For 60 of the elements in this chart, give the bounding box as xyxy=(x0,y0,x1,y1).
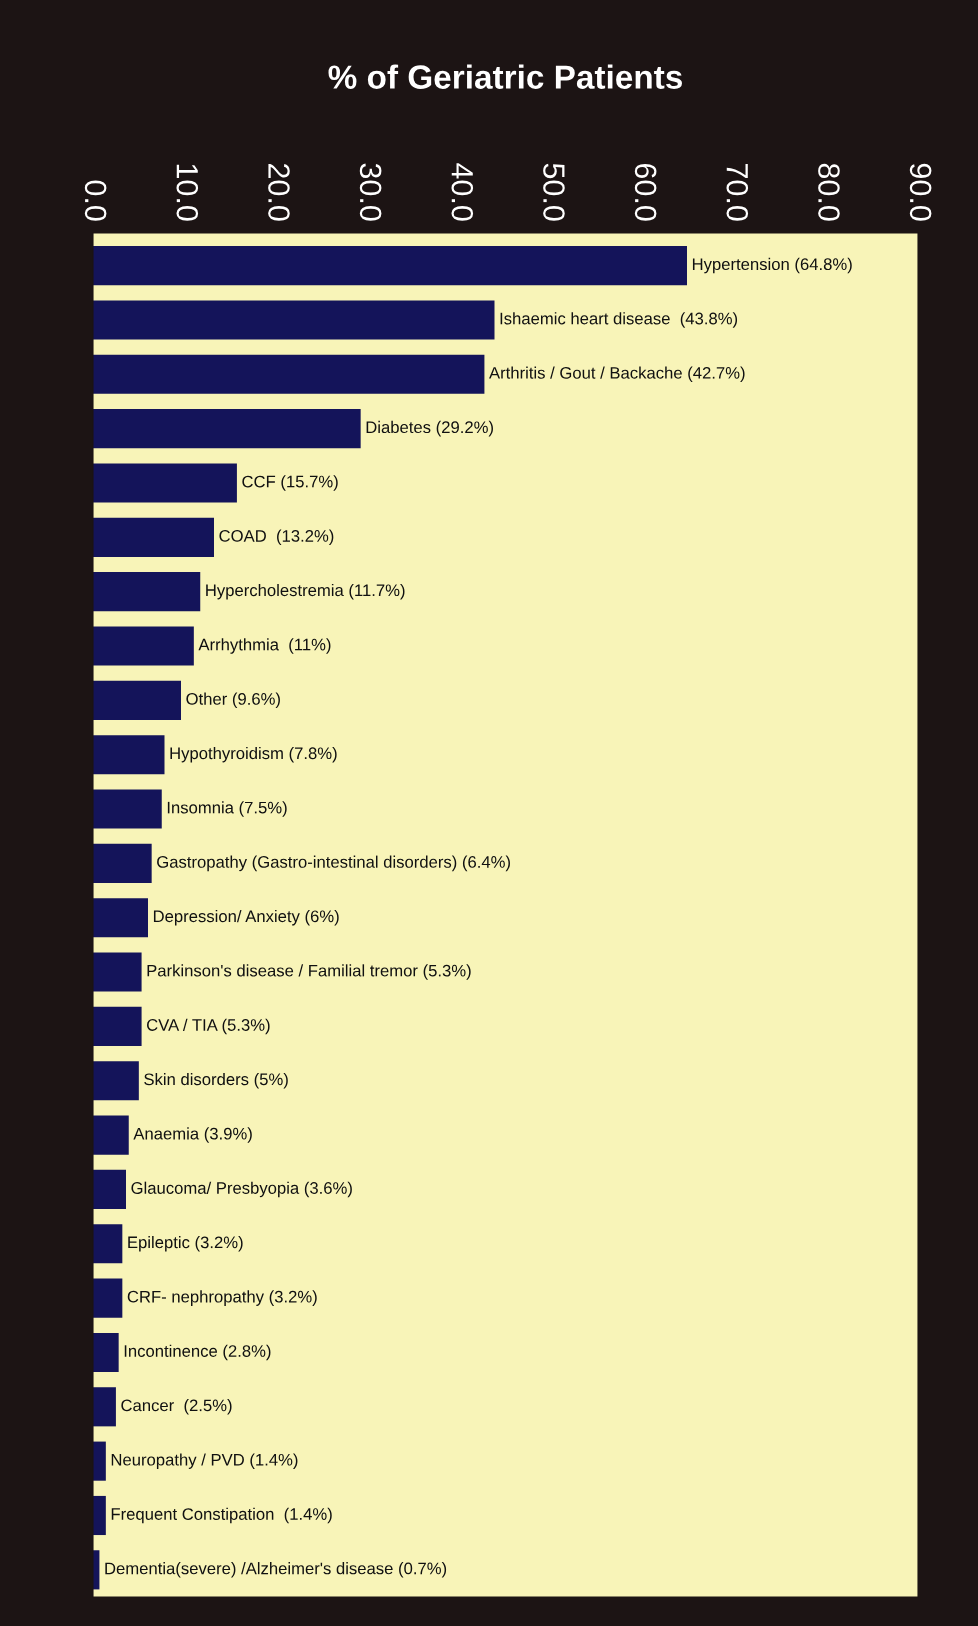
bar xyxy=(93,1224,123,1264)
bar xyxy=(93,789,162,829)
y-tick-label: Cancer (2.5%) xyxy=(121,1399,232,1415)
bar xyxy=(93,952,142,992)
x-tick-label: 20.0 xyxy=(268,163,290,221)
bar xyxy=(93,463,237,503)
y-tick-label: COAD (13.2%) xyxy=(219,529,334,546)
y-tick-label: Hypercholestremia (11.7%) xyxy=(206,583,405,600)
bar xyxy=(93,300,495,340)
bar xyxy=(93,1169,126,1209)
y-tick-label: Incontinence (2.8%) xyxy=(124,1344,271,1361)
y-tick-label: Parkinson's disease / Familial tremor (5.3%) xyxy=(147,964,471,980)
x-tick-label: 10.0 xyxy=(176,164,199,221)
x-tick-label: 40.0 xyxy=(451,163,474,221)
y-tick-label: Hypothyroidism (7.8%) xyxy=(170,746,337,763)
chart-title: % of Geriatric Patients xyxy=(328,64,682,89)
y-tick-label: Anaemia (3.9%) xyxy=(133,1127,252,1143)
x-tick-label: 80.0 xyxy=(818,163,840,221)
bar xyxy=(93,409,361,449)
bar xyxy=(93,354,485,394)
x-tick-label: 60.0 xyxy=(634,163,657,221)
y-tick-label: Frequent Constipation (1.4%) xyxy=(111,1507,332,1524)
bar xyxy=(93,1387,116,1427)
y-tick-label: Skin disorders (5%) xyxy=(144,1072,288,1089)
bar xyxy=(93,680,181,720)
y-tick-label: Arthritis / Gout / Backache (42.7%) xyxy=(489,366,745,383)
bar xyxy=(93,626,194,666)
y-tick-label: Dementia(severe) /Alzheimer's disease (0.7%) xyxy=(105,1562,447,1578)
y-tick-label: Insomnia (7.5%) xyxy=(167,801,287,817)
y-tick-label: Neuropathy / PVD (1.4%) xyxy=(111,1453,298,1469)
bar xyxy=(93,1115,129,1155)
y-tick-label: Other (9.6%) xyxy=(186,692,280,709)
bar xyxy=(93,1061,139,1101)
bar xyxy=(93,517,214,557)
bar xyxy=(93,1332,119,1373)
y-tick-label: Arrhythmia (11%) xyxy=(198,638,331,654)
bar xyxy=(93,246,687,286)
y-tick-label: Ishaemic heart disease (43.8%) xyxy=(500,312,738,328)
y-tick-label: Depression/ Anxiety (6%) xyxy=(153,909,339,926)
bar xyxy=(93,1495,106,1536)
y-tick-label: Epileptic (3.2%) xyxy=(128,1236,243,1252)
x-tick-label: 0.0 xyxy=(84,180,107,221)
bar xyxy=(93,735,165,775)
y-tick-label: Glaucoma/ Presbyopia (3.6%) xyxy=(131,1181,352,1198)
y-tick-label: Gastropathy (Gastro-intestinal disorders) (6.4%) xyxy=(157,855,510,872)
bar xyxy=(93,572,201,612)
x-tick-label: 70.0 xyxy=(726,163,749,221)
x-tick-label: 30.0 xyxy=(359,163,382,221)
y-tick-label: Diabetes (29.2%) xyxy=(366,420,493,437)
bar xyxy=(93,1278,123,1318)
x-tick-label: 50.0 xyxy=(543,163,565,221)
y-tick-label: CVA / TIA (5.3%) xyxy=(147,1018,270,1035)
y-tick-label: CCF (15.7%) xyxy=(242,475,338,491)
y-tick-label: CRF- nephropathy (3.2%) xyxy=(127,1290,317,1306)
y-tick-label: Hypertension (64.8%) xyxy=(692,257,852,274)
bar xyxy=(93,1441,106,1481)
bar xyxy=(93,898,148,938)
bar xyxy=(93,1006,142,1046)
x-tick-label: 90.0 xyxy=(909,163,932,221)
bar xyxy=(93,843,152,883)
